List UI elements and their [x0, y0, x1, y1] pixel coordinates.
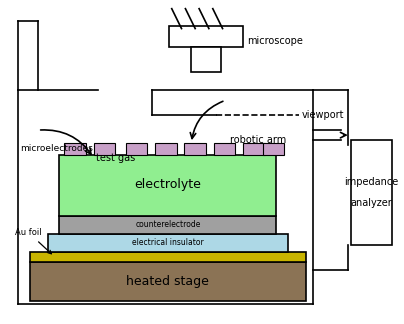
Text: test gas: test gas — [97, 153, 136, 163]
Bar — [351, 140, 391, 245]
Bar — [59, 216, 276, 234]
Bar — [191, 48, 221, 72]
Bar — [185, 143, 206, 155]
Bar — [30, 252, 306, 261]
Bar — [59, 155, 276, 216]
Text: microelectrodes: microelectrodes — [20, 144, 93, 153]
Bar — [169, 26, 243, 48]
Text: viewport: viewport — [302, 110, 344, 120]
Text: heated stage: heated stage — [126, 275, 209, 288]
Bar — [126, 143, 147, 155]
Bar — [30, 261, 306, 301]
Bar — [263, 143, 284, 155]
Text: Au foil: Au foil — [15, 228, 51, 254]
Text: counterelectrode: counterelectrode — [135, 220, 200, 229]
Text: analyzer: analyzer — [350, 198, 392, 208]
Text: microscope: microscope — [247, 36, 303, 46]
Bar — [243, 143, 265, 155]
Text: electrical insulator: electrical insulator — [132, 238, 204, 247]
Text: robotic arm: robotic arm — [230, 135, 286, 145]
Bar — [94, 143, 115, 155]
Bar — [214, 143, 235, 155]
Bar — [155, 143, 177, 155]
Bar — [64, 143, 86, 155]
Text: impedance: impedance — [344, 177, 398, 187]
Text: electrolyte: electrolyte — [135, 179, 201, 191]
Bar — [48, 234, 288, 252]
